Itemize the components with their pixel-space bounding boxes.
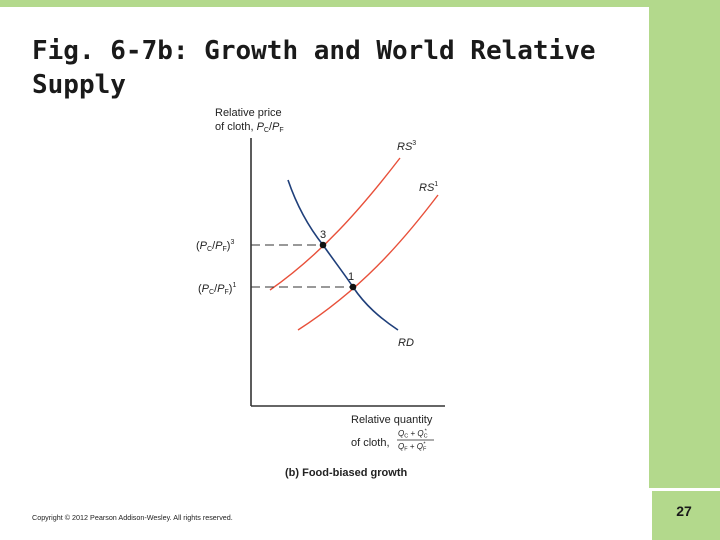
- fraction-denominator: QF + QF*: [398, 442, 427, 453]
- x-axis-label-line2: of cloth,: [351, 437, 390, 449]
- equilibrium-label-3: 3: [320, 229, 326, 241]
- rs3-curve: [270, 158, 400, 290]
- rs1-label: RS1: [419, 181, 438, 194]
- price-label-1: (PC/PF)1: [198, 282, 236, 296]
- rs1-curve: [298, 195, 438, 330]
- x-axis-fraction: QC + QC* QF + QF*: [397, 429, 434, 453]
- copyright-notice: Copyright © 2012 Pearson Addison-Wesley.…: [32, 513, 233, 522]
- rd-curve: [288, 180, 398, 330]
- equilibrium-point-3: [320, 242, 327, 249]
- fraction-numerator: QC + QC*: [398, 429, 428, 440]
- x-axis-label-line1: Relative quantity: [351, 414, 433, 426]
- rd-label: RD: [398, 337, 414, 349]
- page-number: 27: [660, 503, 708, 519]
- rs3-label: RS3: [397, 140, 416, 153]
- y-axis-label-line2: of cloth, PC/PF: [215, 121, 284, 134]
- y-axis-label-line1: Relative price: [215, 107, 282, 119]
- price-label-3: (PC/PF)3: [196, 239, 234, 253]
- figure-caption: (b) Food-biased growth: [285, 467, 407, 479]
- equilibrium-point-1: [350, 284, 357, 291]
- equilibrium-label-1: 1: [348, 271, 354, 283]
